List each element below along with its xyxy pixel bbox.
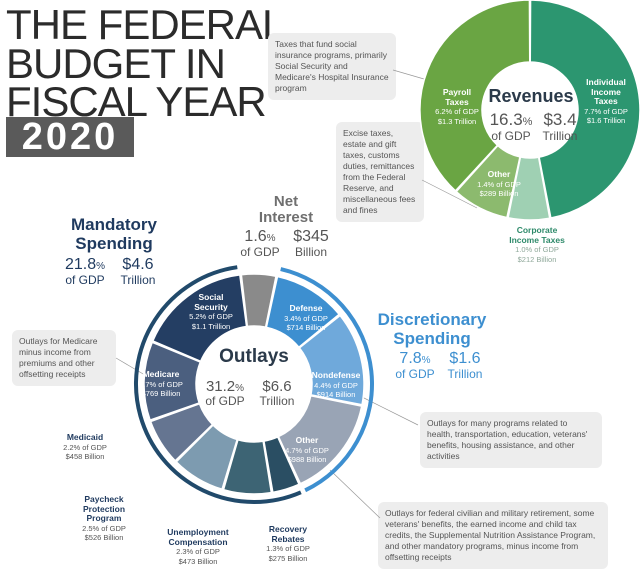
title-year: 2020 (6, 117, 134, 157)
discretionary-pct: 7.8 (399, 350, 422, 367)
label-other-revenue: Other 1.4% of GDP $289 Billion (477, 169, 521, 198)
mandatory-title: Mandatory Spending (71, 215, 157, 253)
revenues-pct-label: of GDP (491, 129, 531, 143)
connector-other-outlays (329, 469, 381, 519)
label-social-security: Social Security 5.2% of GDP $1.1 Trillion (189, 292, 233, 331)
mandatory-pct: 21.8 (64, 256, 97, 273)
label-paycheck-protection: Paycheck Protection Program 2.5% of GDP $52… (82, 494, 126, 542)
revenues-pct: 16.3 (489, 110, 523, 129)
revenues-amount-label: Trillion (542, 129, 578, 143)
title-line-1: THE FEDERAL (6, 1, 285, 48)
slice-social-security (151, 274, 248, 363)
discretionary-amount-block: $1.6 Trillion (440, 350, 490, 381)
revenues-amount-block: $3.4 Trillion (536, 110, 584, 143)
label-recovery-rebates: Recovery Rebates 1.3% of GDP $275 Billion (266, 524, 310, 563)
slice-payroll-taxes (419, 0, 531, 192)
revenues-center: Revenues (476, 86, 586, 107)
outlays-amount-block: $6.6 Trillion (252, 378, 302, 408)
connector-other-revenue (421, 179, 478, 209)
discretionary-arc (280, 267, 374, 493)
mandatory-pct-block: 21.8% of GDP (64, 256, 106, 287)
outlays-title: Outlays (219, 346, 289, 367)
payroll-note: Taxes that fund social insurance program… (268, 33, 396, 100)
slice-defense (265, 275, 341, 349)
label-nondefense: Nondefense 4.4% of GDP $914 Billion (311, 370, 361, 399)
other-revenue-note: Excise taxes, estate and gift taxes, cus… (336, 122, 424, 222)
label-payroll-taxes: Payroll Taxes 6.2% of GDP $1.3 Trillion (435, 87, 479, 126)
slice-paycheck-protection-program (175, 423, 239, 491)
title-line-3: FISCAL YEAR (6, 78, 267, 125)
mandatory-amount-block: $4.6 Trillion (112, 256, 164, 287)
label-medicare: Medicare 3.7% of GDP $769 Billion (139, 369, 183, 398)
outlays-pct: 31.2 (205, 378, 236, 395)
net-interest-pct: 1.6 (244, 228, 267, 245)
slice-recovery-rebates (263, 435, 301, 494)
slice-individual-income-taxes (529, 0, 640, 219)
label-corporate-income-taxes: Corporate Income Taxes 1.0% of GDP $212 Bi… (509, 225, 565, 264)
slice-nondefense (298, 314, 365, 406)
slice-other (277, 394, 363, 485)
title-line-2: BUDGET IN (6, 40, 226, 87)
label-unemployment: Unemployment Compensation 2.3% of GDP $473… (167, 527, 229, 566)
mandatory-arc (134, 265, 302, 504)
medicare-note: Outlays for Medicare minus income from p… (12, 330, 116, 386)
slice-unemployment-compensation (222, 438, 273, 495)
net-interest-title: Net Interest (258, 193, 314, 226)
revenues-pct-block: 16.3% of GDP (486, 110, 536, 143)
net-interest-amount-block: $345 Billion (286, 228, 336, 259)
mandatory-amount: $4.6 (122, 256, 154, 273)
discretionary-title: Discretionary Spending (377, 310, 487, 348)
revenues-amount: $3.4 (543, 110, 577, 129)
slice-other (455, 144, 521, 219)
slice-medicaid (149, 402, 214, 462)
other-mandatory-note: Outlays for federal civilian and militar… (378, 502, 608, 569)
slice-medicare (143, 341, 202, 422)
nondefense-note: Outlays for many programs related to hea… (420, 412, 602, 468)
outlays-pct-block: 31.2% of GDP (205, 378, 245, 408)
slice-corporate-income-taxes (507, 156, 551, 221)
label-other-outlays: Other 4.7% of GDP $988 Billion (285, 435, 329, 464)
discretionary-pct-block: 7.8% of GDP (395, 350, 435, 381)
discretionary-amount: $1.6 (449, 350, 481, 367)
outlays-center: Outlays (198, 346, 310, 368)
net-interest-amount: $345 (293, 228, 329, 245)
label-medicaid: Medicaid 2.2% of GDP $458 Billion (63, 432, 107, 461)
outlays-amount: $6.6 (262, 378, 292, 395)
net-interest-pct-block: 1.6% of GDP (240, 228, 280, 259)
label-individual-income-taxes: Individual Income Taxes 7.7% of GDP $1.6 Tr… (584, 77, 628, 125)
slice-net-interest (240, 273, 277, 329)
revenues-title: Revenues (488, 86, 574, 106)
label-defense: Defense 3.4% of GDP $714 Billion (284, 303, 328, 332)
